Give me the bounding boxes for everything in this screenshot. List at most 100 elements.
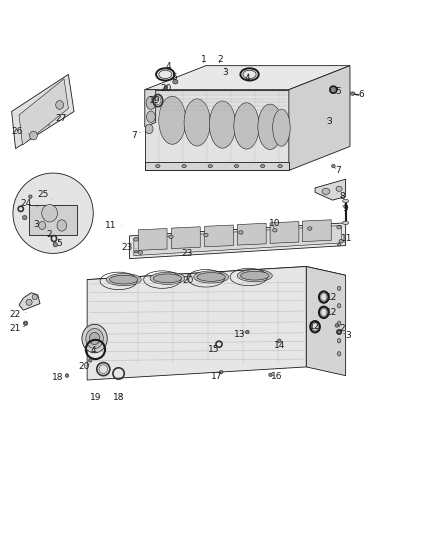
Ellipse shape [110, 275, 138, 284]
Text: 10: 10 [268, 219, 280, 228]
Ellipse shape [278, 165, 283, 167]
Ellipse shape [32, 294, 37, 300]
Text: 21: 21 [9, 324, 25, 333]
Ellipse shape [194, 271, 229, 283]
Polygon shape [145, 90, 155, 127]
Ellipse shape [234, 103, 259, 149]
Ellipse shape [208, 165, 212, 167]
Ellipse shape [273, 109, 290, 146]
Ellipse shape [134, 238, 138, 241]
Ellipse shape [23, 321, 28, 326]
Polygon shape [130, 223, 346, 259]
Polygon shape [12, 75, 74, 149]
Ellipse shape [322, 188, 330, 195]
Ellipse shape [258, 104, 283, 149]
Ellipse shape [336, 186, 342, 191]
Ellipse shape [219, 370, 223, 374]
Text: 18: 18 [52, 373, 67, 382]
Ellipse shape [106, 273, 141, 286]
Ellipse shape [155, 165, 160, 167]
Text: 22: 22 [9, 310, 26, 319]
Ellipse shape [89, 333, 100, 345]
Ellipse shape [240, 271, 269, 280]
Ellipse shape [28, 195, 32, 198]
Polygon shape [29, 205, 77, 235]
Ellipse shape [321, 293, 327, 301]
Ellipse shape [99, 365, 108, 374]
Polygon shape [19, 79, 68, 145]
Polygon shape [237, 223, 266, 245]
Ellipse shape [164, 86, 167, 89]
Ellipse shape [88, 359, 92, 362]
Text: 23: 23 [122, 243, 136, 252]
Text: 3: 3 [343, 331, 351, 340]
Text: 2: 2 [46, 227, 52, 239]
Ellipse shape [159, 96, 186, 144]
Ellipse shape [337, 286, 341, 290]
Text: 3: 3 [34, 219, 44, 229]
Text: 25: 25 [38, 190, 52, 199]
Ellipse shape [209, 101, 236, 148]
Text: 16: 16 [271, 372, 283, 381]
Ellipse shape [82, 325, 107, 353]
Ellipse shape [239, 231, 243, 234]
Ellipse shape [147, 111, 155, 123]
Ellipse shape [24, 322, 27, 325]
Polygon shape [87, 266, 346, 288]
Polygon shape [171, 227, 200, 248]
Ellipse shape [343, 199, 349, 203]
Text: 3: 3 [223, 68, 229, 77]
Ellipse shape [197, 272, 225, 281]
Text: 5: 5 [57, 239, 63, 248]
Text: 24: 24 [21, 199, 38, 208]
Polygon shape [289, 66, 350, 171]
Ellipse shape [261, 165, 265, 167]
Ellipse shape [187, 274, 191, 277]
Ellipse shape [145, 124, 153, 134]
Ellipse shape [337, 244, 341, 246]
Text: 12: 12 [326, 293, 337, 302]
Ellipse shape [350, 92, 355, 95]
Text: 11: 11 [341, 235, 353, 244]
Ellipse shape [278, 339, 281, 343]
Ellipse shape [337, 304, 341, 308]
Polygon shape [145, 90, 289, 171]
Polygon shape [270, 222, 299, 244]
Ellipse shape [343, 221, 349, 224]
Polygon shape [19, 293, 40, 310]
Text: 4: 4 [166, 62, 171, 70]
Ellipse shape [169, 235, 173, 239]
Ellipse shape [273, 229, 277, 232]
Text: 8: 8 [337, 192, 346, 201]
Text: 11: 11 [105, 221, 122, 230]
Text: 18: 18 [113, 393, 124, 402]
Ellipse shape [150, 272, 185, 285]
Circle shape [13, 173, 93, 253]
Text: 6: 6 [352, 91, 364, 100]
Ellipse shape [335, 324, 339, 327]
Polygon shape [306, 266, 346, 376]
Ellipse shape [138, 251, 143, 254]
Text: 12: 12 [326, 308, 337, 317]
Text: 12: 12 [309, 322, 321, 331]
Polygon shape [315, 179, 346, 200]
Ellipse shape [339, 239, 343, 243]
Polygon shape [145, 66, 350, 90]
Text: 9: 9 [343, 204, 349, 213]
Ellipse shape [332, 164, 335, 168]
Text: 5: 5 [335, 87, 341, 96]
Text: 7: 7 [131, 131, 141, 140]
Ellipse shape [204, 233, 208, 237]
Ellipse shape [26, 299, 32, 305]
Ellipse shape [173, 79, 178, 84]
Ellipse shape [22, 215, 27, 220]
Text: 5: 5 [172, 74, 177, 83]
Ellipse shape [312, 323, 318, 330]
Polygon shape [302, 220, 331, 241]
Ellipse shape [184, 99, 210, 146]
Text: 4: 4 [90, 346, 99, 355]
Text: 26: 26 [11, 127, 29, 136]
Polygon shape [145, 161, 289, 171]
Ellipse shape [237, 270, 272, 282]
Ellipse shape [29, 131, 37, 140]
